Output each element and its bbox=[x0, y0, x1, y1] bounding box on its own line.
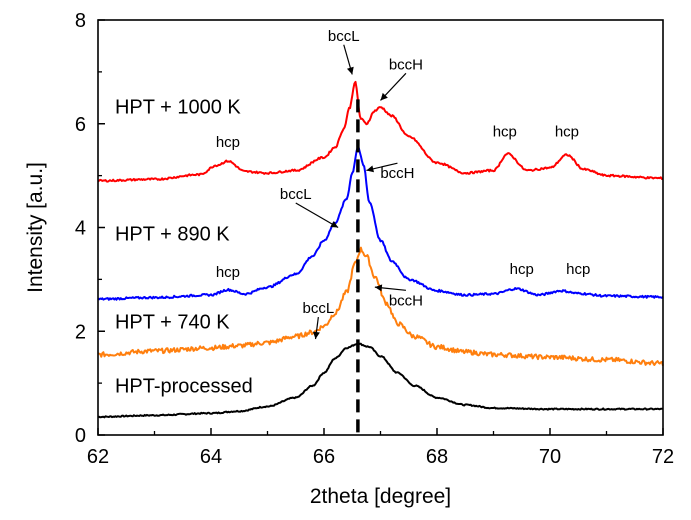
x-tick-label: 72 bbox=[652, 446, 674, 468]
peak-label: hcp bbox=[493, 124, 517, 141]
y-tick-label: 6 bbox=[75, 114, 86, 136]
peak-label: hcp bbox=[566, 261, 590, 278]
annotation-arrowhead bbox=[380, 92, 388, 101]
peak-label: bccH bbox=[380, 165, 414, 182]
series-label-group: HPT + 1000 K HPT + 890 K HPT + 740 K HPT-pr… bbox=[115, 96, 253, 397]
series-label: HPT-processed bbox=[115, 375, 253, 397]
x-axis-title: 2theta [degree] bbox=[310, 485, 451, 508]
series-line-0 bbox=[97, 342, 664, 419]
peak-label: bccH bbox=[389, 56, 423, 73]
y-tick-label: 0 bbox=[75, 425, 86, 447]
annotation-arrow-line bbox=[295, 202, 339, 229]
annotation-group: hcp bccL bccH hcp hcp bccL bccH hcp hcp hcp bccL bc… bbox=[216, 28, 590, 340]
peak-label: bccL bbox=[328, 28, 360, 45]
y-axis-title: Intensity [a.u.] bbox=[24, 162, 47, 293]
y-tick-label: 4 bbox=[75, 218, 86, 240]
x-tick-label: 66 bbox=[313, 446, 335, 468]
series-line-3 bbox=[97, 80, 664, 183]
annotation-arrowhead bbox=[330, 220, 339, 228]
y-axis-ticks: 0 2 4 6 8 bbox=[75, 10, 105, 447]
series-label: HPT + 740 K bbox=[115, 312, 230, 334]
peak-label: bccL bbox=[280, 186, 312, 203]
peak-label: hcp bbox=[555, 124, 579, 141]
peak-label: hcp bbox=[510, 261, 534, 278]
series-label: HPT + 1000 K bbox=[115, 96, 241, 118]
peak-label: bccL bbox=[303, 300, 335, 317]
y-tick-label: 2 bbox=[75, 321, 86, 343]
x-tick-label: 62 bbox=[87, 446, 109, 468]
peak-label: hcp bbox=[216, 134, 240, 151]
x-tick-label: 64 bbox=[200, 446, 222, 468]
y-tick-label: 8 bbox=[75, 10, 86, 32]
annotation-arrowhead bbox=[312, 331, 320, 340]
series-label: HPT + 890 K bbox=[115, 223, 230, 245]
annotation-arrowhead bbox=[346, 66, 354, 75]
series-line-2 bbox=[97, 146, 664, 301]
plot-series-group bbox=[97, 80, 664, 419]
x-tick-label: 68 bbox=[426, 446, 448, 468]
annotation-arrowhead bbox=[366, 165, 374, 173]
x-tick-label: 70 bbox=[539, 446, 561, 468]
annotation-arrowhead bbox=[374, 284, 383, 292]
x-axis-ticks: 62 64 66 68 70 72 bbox=[87, 428, 674, 468]
peak-label: bccH bbox=[389, 292, 423, 309]
peak-label: hcp bbox=[216, 264, 240, 281]
